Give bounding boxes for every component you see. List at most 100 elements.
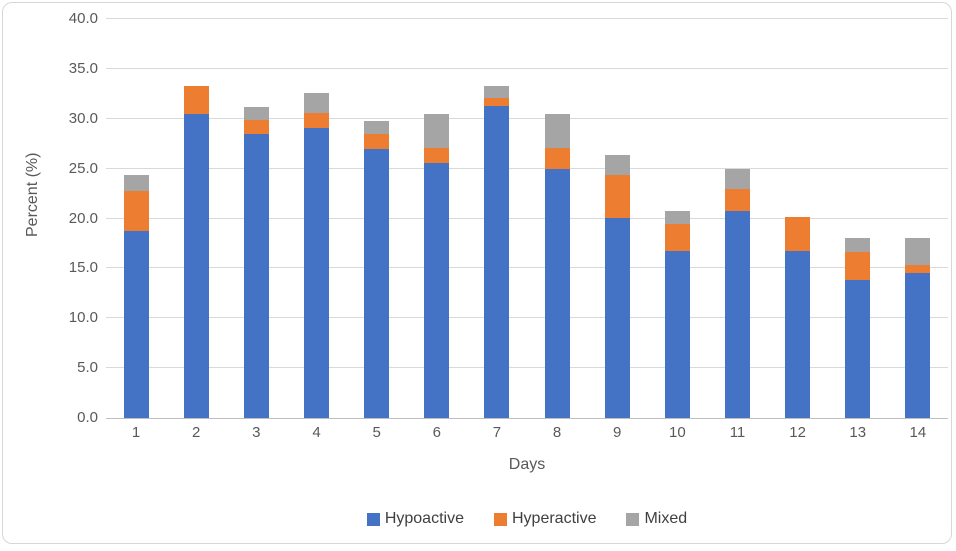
y-tick-label: 40.0	[68, 10, 98, 27]
stacked-bar-day-12	[785, 216, 811, 418]
x-tick-label-10: 10	[668, 424, 686, 441]
y-tick-label: 10.0	[68, 309, 98, 327]
y-tick-label: 25.0	[68, 159, 98, 177]
bar-slot-day-3	[226, 19, 286, 418]
bar-segment-hypoactive-day-7	[484, 105, 510, 418]
stacked-bar-day-5	[364, 120, 390, 418]
bar-segment-mixed-day-10	[664, 210, 690, 224]
x-tick-label-5: 5	[372, 424, 381, 441]
bar-segment-mixed-day-7	[484, 85, 510, 98]
stacked-bar-day-6	[424, 113, 450, 418]
bar-segment-hyperactive-day-12	[785, 216, 811, 252]
stacked-bar-day-13	[845, 238, 871, 418]
chart-frame: Percent (%) 0.0 5.0 10.0 15.0 20.0 25.0 30.0 35…	[2, 2, 952, 544]
bar-segment-mixed-day-8	[544, 113, 570, 148]
bar-slot-day-7	[467, 19, 527, 418]
stacked-bar-day-4	[303, 92, 329, 418]
bars-container	[106, 19, 948, 418]
x-tick-label-12: 12	[789, 424, 806, 441]
y-tick-label: 35.0	[68, 59, 98, 77]
bar-slot-day-8	[527, 19, 587, 418]
bar-slot-day-4	[286, 19, 346, 418]
gridline	[106, 367, 948, 369]
stacked-bar-day-10	[664, 210, 690, 418]
bar-slot-day-9	[587, 19, 647, 418]
bar-slot-day-13	[828, 19, 888, 418]
bar-segment-hypoactive-day-8	[544, 168, 570, 418]
y-axis-tick-labels: 0.0 5.0 10.0 15.0 20.0 25.0 30.0 35.0 40.0	[3, 3, 98, 551]
bar-segment-hypoactive-day-4	[303, 127, 329, 418]
bar-segment-hypoactive-day-1	[123, 231, 149, 418]
bar-segment-hypoactive-day-6	[424, 162, 450, 418]
y-tick-label: 15.0	[68, 259, 98, 277]
bar-segment-hyperactive-day-1	[123, 190, 149, 232]
bar-segment-hyperactive-day-5	[364, 133, 390, 149]
stacked-bar-day-7	[484, 85, 510, 418]
legend-item-hyperactive: Hyperactive	[493, 510, 597, 528]
x-tick-label-13: 13	[849, 424, 867, 441]
bar-segment-hypoactive-day-5	[364, 148, 390, 418]
stacked-bar-day-11	[724, 168, 750, 418]
gridline	[106, 117, 948, 119]
plot-area	[106, 18, 948, 419]
x-tick-label-2: 2	[192, 424, 201, 441]
bar-segment-hypoactive-day-10	[664, 251, 690, 418]
hypoactive-swatch-icon	[366, 512, 380, 526]
bar-segment-hyperactive-day-13	[845, 252, 871, 281]
x-tick-label-1: 1	[131, 424, 141, 441]
bar-segment-hyperactive-day-4	[303, 112, 329, 128]
hyperactive-swatch-icon	[493, 512, 507, 526]
bar-segment-hyperactive-day-6	[424, 147, 450, 163]
x-axis-line	[106, 418, 948, 419]
stacked-bar-day-3	[243, 106, 269, 418]
bar-slot-day-1	[106, 19, 166, 418]
bar-slot-day-2	[166, 19, 226, 418]
bar-slot-day-10	[647, 19, 707, 418]
x-axis-tick-labels: 1 2 3 4 5 6 7 8 9 10 11 12 13 14	[106, 424, 948, 441]
x-tick-label-8: 8	[552, 424, 562, 441]
legend-item-mixed: Mixed	[626, 510, 687, 528]
stacked-bar-day-14	[905, 238, 931, 418]
bar-segment-mixed-day-14	[905, 238, 931, 266]
bar-segment-mixed-day-9	[604, 154, 630, 175]
x-tick-label-6: 6	[432, 424, 441, 441]
bar-segment-hyperactive-day-14	[905, 265, 931, 274]
bar-slot-day-6	[407, 19, 467, 418]
legend-item-hypoactive: Hypoactive	[366, 510, 464, 528]
bar-segment-hyperactive-day-7	[484, 97, 510, 106]
bar-segment-hypoactive-day-2	[183, 113, 209, 418]
gridline	[106, 167, 948, 169]
bar-slot-day-11	[707, 19, 767, 418]
bar-segment-hypoactive-day-14	[905, 273, 931, 418]
gridline	[106, 267, 948, 269]
bar-segment-hyperactive-day-9	[604, 174, 630, 218]
bar-slot-day-5	[347, 19, 407, 418]
x-tick-label-4: 4	[312, 424, 321, 441]
bar-segment-mixed-day-13	[845, 238, 871, 253]
y-tick-label: 0.0	[77, 409, 98, 426]
bar-segment-hyperactive-day-2	[183, 85, 209, 114]
bar-segment-hyperactive-day-11	[724, 188, 750, 211]
x-tick-label-11: 11	[729, 424, 746, 441]
legend-label-hyperactive: Hyperactive	[511, 510, 597, 527]
x-tick-label-3: 3	[252, 424, 261, 441]
bar-segment-hypoactive-day-13	[845, 280, 871, 418]
legend-label-mixed: Mixed	[644, 510, 688, 527]
x-tick-label-9: 9	[613, 424, 622, 441]
bar-slot-day-12	[768, 19, 828, 418]
stacked-bar-day-1	[123, 174, 149, 418]
y-tick-label: 20.0	[68, 209, 98, 227]
bar-slot-day-14	[888, 19, 948, 418]
bar-segment-mixed-day-5	[364, 120, 390, 134]
bar-segment-mixed-day-4	[303, 92, 329, 113]
legend: Hypoactive Hyperactive Mixed	[106, 510, 948, 528]
gridline	[106, 67, 948, 69]
y-tick-label: 30.0	[68, 109, 98, 127]
y-tick-label: 5.0	[77, 359, 98, 377]
bar-segment-hypoactive-day-12	[785, 251, 811, 418]
x-tick-label-14: 14	[909, 424, 927, 441]
bar-segment-hypoactive-day-3	[243, 133, 269, 418]
x-axis-title: Days	[508, 456, 546, 473]
mixed-swatch-icon	[626, 512, 640, 526]
legend-label-hypoactive: Hypoactive	[384, 510, 464, 527]
